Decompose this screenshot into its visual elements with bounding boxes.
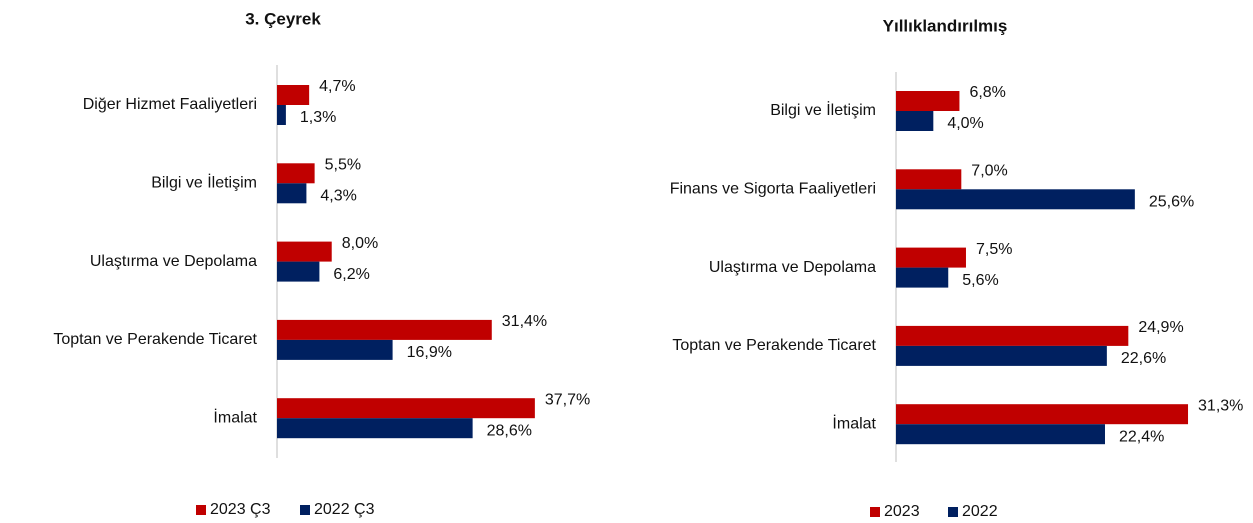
- chart-title: Yıllıklandırılmış: [883, 16, 1008, 35]
- value-label: 4,7%: [319, 78, 355, 95]
- value-label: 25,6%: [1149, 194, 1194, 211]
- value-label: 4,0%: [947, 115, 983, 132]
- category-label: Ulaştırma ve Depolama: [709, 259, 876, 276]
- category-label: İmalat: [213, 407, 257, 426]
- value-label: 31,3%: [1198, 397, 1243, 414]
- category-label: Bilgi ve İletişim: [151, 173, 257, 192]
- bar: [896, 91, 960, 111]
- legend-label: 2022 Ç3: [314, 501, 375, 518]
- bar: [277, 319, 492, 340]
- legend-label: 2022: [962, 503, 998, 520]
- value-label: 5,6%: [962, 272, 998, 289]
- bar: [277, 398, 535, 419]
- value-label: 22,6%: [1121, 350, 1166, 367]
- legend-label: 2023 Ç3: [210, 501, 271, 518]
- value-label: 22,4%: [1119, 428, 1164, 445]
- category-label: Bilgi ve İletişim: [770, 100, 876, 119]
- bar: [277, 183, 307, 204]
- value-label: 8,0%: [342, 235, 378, 252]
- chart-title: 3. Çeyrek: [245, 9, 321, 28]
- category-label: İmalat: [832, 413, 876, 432]
- legend-swatch: [196, 505, 206, 515]
- bar: [277, 339, 393, 360]
- value-label: 24,9%: [1138, 319, 1183, 336]
- legend-label: 2023: [884, 503, 920, 520]
- value-label: 31,4%: [502, 313, 547, 330]
- value-label: 6,2%: [333, 266, 369, 283]
- bar: [896, 345, 1107, 366]
- bar: [277, 105, 286, 125]
- value-label: 28,6%: [487, 422, 532, 439]
- value-label: 1,3%: [300, 109, 336, 126]
- value-label: 6,8%: [969, 84, 1005, 101]
- bar: [277, 163, 315, 184]
- bar: [896, 247, 966, 268]
- category-label: Toptan ve Perakende Ticaret: [53, 331, 257, 348]
- bar: [277, 241, 332, 262]
- legend-swatch: [870, 507, 880, 517]
- bar: [896, 111, 934, 131]
- legend-swatch: [300, 505, 310, 515]
- value-label: 4,3%: [320, 188, 356, 205]
- bar: [896, 325, 1129, 346]
- bar: [896, 189, 1135, 210]
- bar: [896, 424, 1105, 445]
- bar: [277, 85, 310, 105]
- value-label: 5,5%: [325, 157, 361, 174]
- bar: [277, 261, 320, 282]
- category-label: Toptan ve Perakende Ticaret: [672, 337, 876, 354]
- category-label: Diğer Hizmet Faaliyetleri: [83, 96, 257, 113]
- value-label: 7,5%: [976, 241, 1012, 258]
- bar: [277, 418, 473, 439]
- value-label: 7,0%: [971, 163, 1007, 180]
- category-label: Ulaştırma ve Depolama: [90, 253, 257, 270]
- value-label: 37,7%: [545, 391, 590, 408]
- bar: [896, 404, 1189, 425]
- bar: [896, 169, 962, 190]
- value-label: 16,9%: [407, 344, 452, 361]
- bar: [896, 267, 949, 288]
- category-label: Finans ve Sigorta Faaliyetleri: [670, 181, 876, 198]
- legend-swatch: [948, 507, 958, 517]
